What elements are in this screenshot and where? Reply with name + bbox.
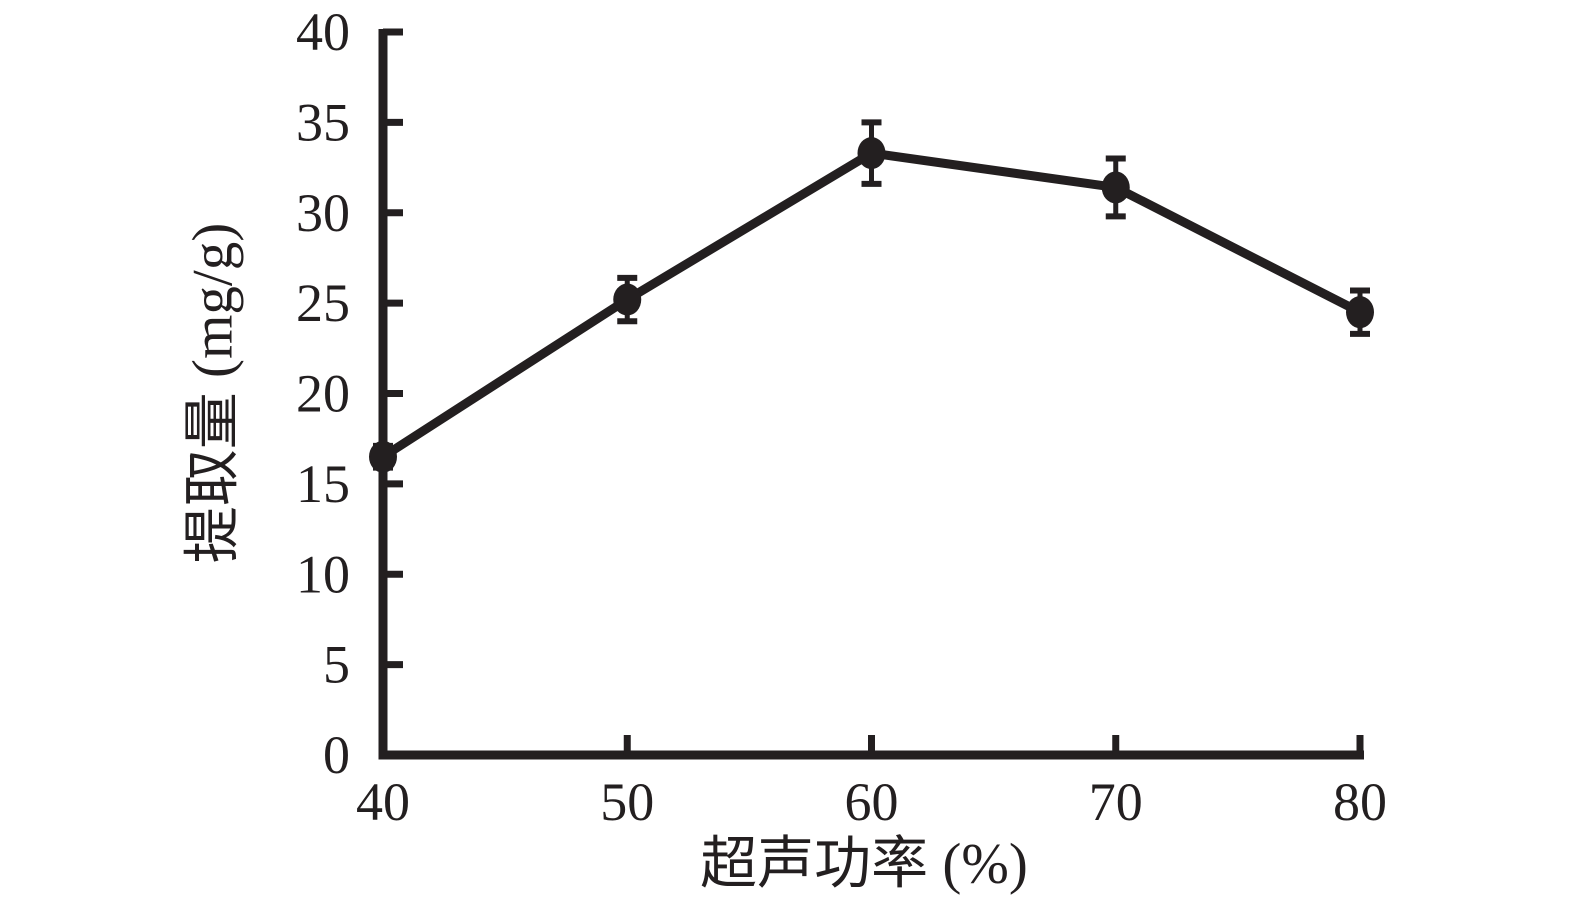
- y-tick-label: 30: [296, 183, 350, 243]
- y-tick-label: 40: [296, 2, 350, 62]
- data-point-marker: [1101, 171, 1130, 204]
- x-axis-title: 超声功率 (%): [700, 833, 1028, 896]
- y-tick-label: 20: [296, 364, 350, 424]
- error-bars: [373, 119, 1370, 471]
- plot-area: 0 5 10 15 20 25 30 35 40 40 50 60 70 80: [296, 2, 1387, 832]
- x-tick-label: 40: [356, 772, 410, 832]
- x-tick-label: 80: [1333, 772, 1387, 832]
- data-point-marker: [857, 137, 886, 170]
- y-tick-label: 0: [323, 725, 350, 785]
- y-tick-label: 5: [323, 635, 350, 695]
- data-line: [378, 148, 1365, 462]
- y-tick-label: 15: [296, 454, 350, 514]
- y-axis-title: 提取量 (mg/g): [182, 223, 245, 563]
- data-point-marker: [1346, 296, 1374, 329]
- data-point-marker: [613, 283, 642, 316]
- x-tick-label: 60: [845, 772, 899, 832]
- x-tick-label: 50: [600, 772, 654, 832]
- data-point-marker: [369, 440, 397, 473]
- data-points: [369, 137, 1374, 473]
- y-axis: 0 5 10 15 20 25 30 35 40: [296, 2, 403, 785]
- y-tick-label: 10: [296, 544, 350, 604]
- y-tick-label: 35: [296, 92, 350, 152]
- x-axis: 40 50 60 70 80: [356, 735, 1387, 832]
- y-tick-label: 25: [296, 273, 350, 333]
- x-tick-label: 70: [1089, 772, 1143, 832]
